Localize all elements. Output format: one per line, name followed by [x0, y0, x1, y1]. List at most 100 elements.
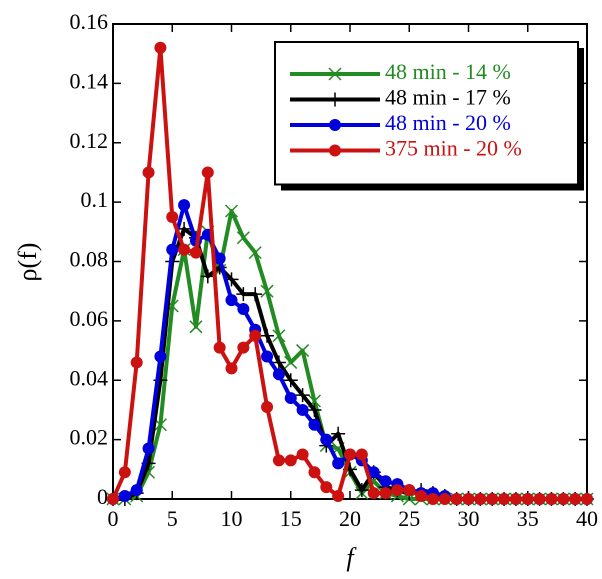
x-tick-label: 5	[167, 506, 178, 531]
marker	[261, 400, 274, 413]
marker	[248, 287, 263, 302]
marker	[272, 329, 286, 343]
marker	[569, 493, 582, 505]
marker	[391, 484, 404, 497]
marker	[581, 493, 593, 505]
marker	[332, 490, 345, 503]
marker	[225, 294, 238, 307]
marker	[296, 403, 309, 416]
y-tick-label: 0.02	[70, 425, 109, 450]
marker	[296, 448, 309, 461]
marker	[248, 246, 262, 260]
legend-label: 375 min - 20 %	[385, 136, 522, 161]
marker	[237, 303, 250, 315]
marker	[328, 67, 342, 81]
marker	[284, 392, 297, 405]
marker	[201, 166, 214, 179]
marker	[142, 166, 155, 179]
marker	[474, 493, 487, 505]
marker	[450, 493, 463, 505]
y-tick-label: 0	[97, 484, 108, 509]
marker	[329, 144, 341, 157]
marker	[200, 269, 215, 284]
marker	[498, 493, 511, 505]
x-tick-label: 35	[517, 506, 539, 531]
marker	[295, 388, 310, 403]
marker	[189, 320, 203, 334]
marker	[462, 493, 475, 505]
marker	[249, 329, 262, 342]
marker	[320, 433, 333, 446]
marker	[272, 368, 285, 381]
legend: 48 min - 14 %48 min - 17 %48 min - 20 %3…	[274, 41, 584, 191]
marker	[284, 355, 298, 369]
marker	[261, 350, 274, 363]
marker	[271, 355, 286, 370]
legend-box	[274, 41, 579, 186]
marker	[283, 373, 298, 388]
y-tick-label: 0.1	[81, 187, 109, 212]
marker	[237, 341, 250, 354]
marker	[130, 356, 143, 369]
x-tick-label: 10	[221, 506, 243, 531]
y-tick-label: 0.16	[70, 9, 109, 34]
marker	[178, 199, 191, 212]
marker	[272, 454, 285, 467]
marker	[307, 402, 322, 417]
y-axis-label: ρ(f)	[13, 243, 42, 282]
x-tick-label: 25	[398, 506, 420, 531]
marker	[224, 204, 239, 218]
marker	[328, 92, 342, 107]
marker	[308, 466, 321, 479]
legend-label: 48 min - 20 %	[385, 110, 511, 135]
marker	[213, 252, 226, 265]
marker	[320, 481, 333, 494]
marker	[557, 493, 570, 505]
marker	[225, 362, 238, 375]
marker	[154, 350, 167, 363]
marker	[367, 466, 380, 479]
marker	[379, 487, 392, 500]
marker	[438, 493, 451, 505]
marker	[189, 246, 202, 259]
marker	[178, 243, 191, 256]
marker	[332, 457, 345, 470]
marker	[107, 493, 119, 505]
marker	[154, 41, 167, 54]
marker	[118, 490, 131, 503]
marker	[545, 493, 558, 505]
x-tick-label: 20	[339, 506, 361, 531]
y-tick-label: 0.12	[70, 128, 109, 153]
marker	[403, 484, 416, 497]
x-tick-label: 15	[280, 506, 302, 531]
x-axis-label: f	[346, 543, 357, 572]
marker	[142, 442, 155, 455]
x-tick-label: 40	[576, 506, 598, 531]
y-tick-label: 0.14	[70, 68, 109, 93]
marker	[331, 426, 346, 441]
marker	[118, 466, 131, 479]
marker	[355, 448, 368, 461]
marker	[260, 284, 274, 298]
y-tick-label: 0.04	[70, 365, 109, 390]
marker	[284, 454, 297, 467]
marker	[166, 243, 179, 256]
marker	[486, 493, 499, 505]
marker	[367, 487, 380, 500]
marker	[533, 493, 546, 505]
marker	[308, 418, 321, 431]
legend-label: 48 min - 17 %	[385, 85, 511, 110]
marker	[521, 493, 534, 505]
marker	[329, 119, 341, 131]
marker	[130, 484, 143, 497]
marker	[166, 210, 179, 223]
marker	[236, 231, 250, 245]
marker	[296, 344, 310, 358]
marker	[354, 483, 369, 498]
marker	[426, 493, 439, 505]
marker	[260, 328, 275, 343]
marker	[379, 475, 392, 488]
marker	[415, 490, 428, 503]
marker	[236, 287, 251, 302]
